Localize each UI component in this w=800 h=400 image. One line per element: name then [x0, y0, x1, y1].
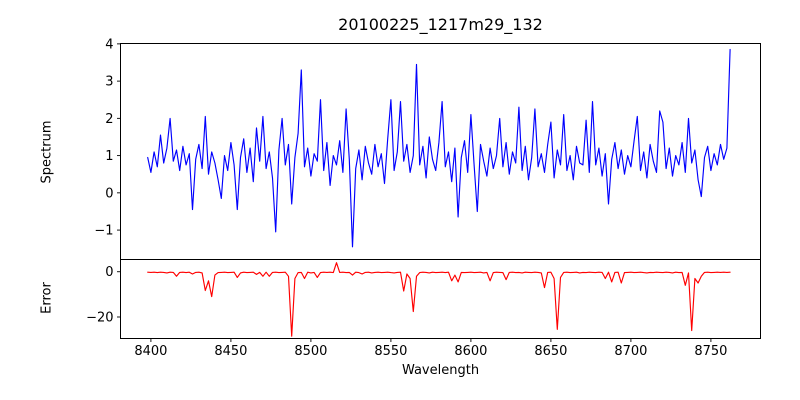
- error-axes-frame: [120, 259, 761, 339]
- spectrum-line: [147, 48, 731, 248]
- spectrum-y-tick-label: 4: [105, 37, 113, 52]
- x-tick-label: 8550: [374, 344, 407, 359]
- error-line: [147, 262, 731, 337]
- error-y-tick-label: −20: [86, 310, 113, 325]
- x-tick-label: 8500: [294, 344, 327, 359]
- spectrum-y-tick-label: 1: [105, 149, 113, 164]
- x-axis-label: Wavelength: [401, 363, 480, 378]
- x-tick-label: 8450: [214, 344, 247, 359]
- x-tick-label: 8700: [614, 344, 647, 359]
- x-tick-label: 8600: [454, 344, 487, 359]
- chart-title: 20100225_1217m29_132: [338, 15, 543, 34]
- spectrum-y-tick-label: 0: [105, 186, 113, 201]
- error-y-tick-label: 0: [105, 265, 113, 280]
- x-tick-label: 8750: [694, 344, 727, 359]
- x-tick-label: 8650: [534, 344, 567, 359]
- spectrum-y-tick-label: −1: [94, 224, 113, 239]
- spectrum-y-tick-label: 2: [105, 112, 113, 127]
- x-tick-label: 8400: [134, 344, 167, 359]
- spectrum-y-tick-label: 3: [105, 75, 113, 90]
